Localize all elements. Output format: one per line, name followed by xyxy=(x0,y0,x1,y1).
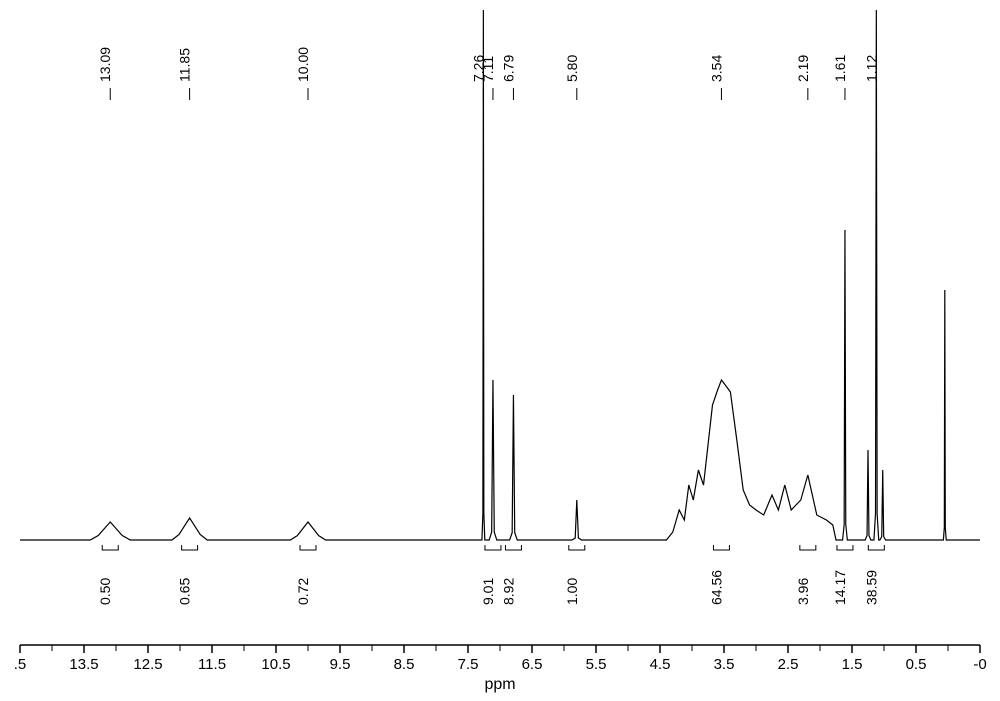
x-tick-label: 11.5 xyxy=(198,656,226,673)
peak-label: 5.80 xyxy=(564,55,580,82)
integral-bracket xyxy=(485,545,501,550)
x-tick-label: -0 xyxy=(973,656,986,673)
peak-label: 2.19 xyxy=(795,55,811,82)
integral-label: 0.50 xyxy=(97,578,113,605)
nmr-spectrum-svg: 13.0911.8510.007.267.116.795.803.542.191… xyxy=(0,0,1000,701)
integral-label: 3.96 xyxy=(795,578,811,605)
integral-bracket xyxy=(182,545,198,550)
x-tick-label: 10.5 xyxy=(261,656,290,673)
x-tick-label: 5.5 xyxy=(586,656,607,673)
integral-label: 9.01 xyxy=(480,578,496,605)
integral-label: 38.59 xyxy=(863,570,879,605)
nmr-spectrum-container: 13.0911.8510.007.267.116.795.803.542.191… xyxy=(0,0,1000,701)
x-tick-label: 9.5 xyxy=(330,656,351,673)
integral-bracket xyxy=(837,545,853,550)
peak-label: 7.11 xyxy=(480,56,496,82)
integral-label: 8.92 xyxy=(500,578,516,605)
peak-label: 3.54 xyxy=(708,55,724,82)
integral-bracket xyxy=(800,545,816,550)
x-tick-label: 1.5 xyxy=(842,656,863,673)
x-tick-label: 4.5 xyxy=(650,656,671,673)
peak-label: 6.79 xyxy=(500,55,516,82)
x-tick-label: 12.5 xyxy=(133,656,162,673)
integral-label: 0.65 xyxy=(177,578,193,605)
peak-label: 13.09 xyxy=(97,47,113,82)
x-tick-label: 6.5 xyxy=(522,656,543,673)
peak-label: 1.61 xyxy=(832,55,848,82)
peak-label: 1.12 xyxy=(863,55,879,82)
integral-label: 0.72 xyxy=(295,578,311,605)
integral-label: 1.00 xyxy=(564,578,580,605)
integral-label: 14.17 xyxy=(832,570,848,605)
peak-label: 11.85 xyxy=(177,48,193,82)
integral-bracket xyxy=(505,545,521,550)
x-tick-label: .5 xyxy=(14,656,27,673)
x-axis-label: ppm xyxy=(484,676,515,693)
x-tick-label: 13.5 xyxy=(69,656,98,673)
x-tick-label: 3.5 xyxy=(714,656,735,673)
spectrum-trace xyxy=(20,10,980,540)
integral-bracket xyxy=(569,545,585,550)
x-tick-label: 8.5 xyxy=(394,656,415,673)
integral-bracket xyxy=(868,545,884,550)
integral-bracket xyxy=(300,545,316,550)
x-tick-label: 0.5 xyxy=(906,656,927,673)
x-tick-label: 7.5 xyxy=(458,656,479,673)
integral-label: 64.56 xyxy=(708,570,724,605)
x-tick-label: 2.5 xyxy=(778,656,799,673)
integral-bracket xyxy=(102,545,118,550)
peak-label: 10.00 xyxy=(295,47,311,82)
integral-bracket xyxy=(713,545,729,550)
